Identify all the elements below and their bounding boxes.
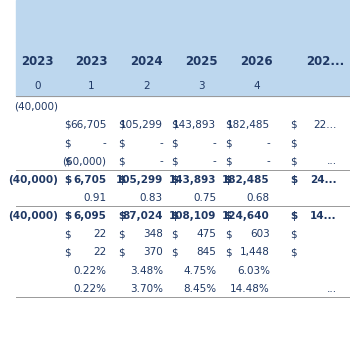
Text: $: $ [64,120,71,130]
Text: 8.45%: 8.45% [183,284,216,294]
Text: 0.91: 0.91 [83,193,106,203]
Text: $: $ [225,211,232,221]
Text: $: $ [118,247,125,257]
Text: $: $ [118,156,125,166]
Text: 1,448: 1,448 [240,247,270,257]
Text: 6.03%: 6.03% [237,266,270,275]
Text: $: $ [64,211,72,221]
Text: 4: 4 [253,81,260,91]
Text: 143,893: 143,893 [173,120,216,130]
Text: 108,109: 108,109 [169,211,216,221]
Text: -: - [159,138,163,148]
Text: 3.70%: 3.70% [130,284,163,294]
Text: $: $ [290,138,296,148]
Text: $: $ [171,175,178,184]
Text: -: - [213,138,216,148]
Text: $: $ [171,229,178,239]
Text: -: - [213,156,216,166]
Text: 105,299: 105,299 [120,120,163,130]
Text: $: $ [290,229,296,239]
Text: $: $ [171,120,178,130]
Text: (60,000): (60,000) [62,156,106,166]
Text: 6,705: 6,705 [73,175,106,184]
Text: (40,000): (40,000) [8,175,58,184]
Text: 66,705: 66,705 [70,120,106,130]
Text: 2023: 2023 [75,55,107,68]
Text: $: $ [290,175,297,184]
Text: $: $ [171,156,178,166]
Text: 202...: 202... [306,55,344,68]
Text: $: $ [290,156,296,166]
Text: $: $ [64,138,71,148]
Text: 3: 3 [198,81,205,91]
Text: 14.48%: 14.48% [230,284,270,294]
Text: 143,893: 143,893 [169,175,216,184]
Text: 475: 475 [196,229,216,239]
Text: 2026: 2026 [240,55,273,68]
Text: 22: 22 [93,247,106,257]
Text: 0.75: 0.75 [193,193,216,203]
Text: 105,299: 105,299 [116,175,163,184]
Text: $: $ [290,247,296,257]
Text: (40,000): (40,000) [14,102,58,112]
Text: 124,640: 124,640 [222,211,270,221]
Text: 603: 603 [250,229,270,239]
Text: 87,024: 87,024 [122,211,163,221]
Text: $: $ [118,175,125,184]
Text: $: $ [118,211,125,221]
Text: 348: 348 [143,229,163,239]
Text: 22...: 22... [313,120,337,130]
Text: 845: 845 [196,247,216,257]
Text: 3.48%: 3.48% [130,266,163,275]
Text: 2: 2 [143,81,149,91]
Text: $: $ [225,120,231,130]
Text: 0.22%: 0.22% [73,266,106,275]
Text: 22: 22 [93,229,106,239]
Text: 182,485: 182,485 [222,175,270,184]
Bar [16,0,350,42]
Text: $: $ [118,229,125,239]
Text: $: $ [290,120,296,130]
Text: 0.83: 0.83 [140,193,163,203]
Text: -: - [266,156,270,166]
Text: -: - [103,138,106,148]
Text: 182,485: 182,485 [227,120,270,130]
Text: $: $ [171,211,178,221]
Text: $: $ [225,247,231,257]
Text: 1: 1 [88,81,94,91]
Text: $: $ [225,229,231,239]
Text: 6,095: 6,095 [73,211,106,221]
Text: $: $ [64,229,71,239]
Text: -: - [266,138,270,148]
Text: 2024: 2024 [130,55,162,68]
Text: $: $ [64,247,71,257]
Text: $: $ [118,138,125,148]
Text: 4.75%: 4.75% [183,266,216,275]
Text: 24...: 24... [310,175,337,184]
Text: $: $ [290,211,297,221]
Text: $: $ [118,120,125,130]
Text: $: $ [64,156,71,166]
Text: 2023: 2023 [21,55,54,68]
Text: 0.68: 0.68 [247,193,270,203]
Text: $: $ [171,247,178,257]
Text: $: $ [225,138,231,148]
Text: 370: 370 [143,247,163,257]
Text: ...: ... [327,284,337,294]
Text: ...: ... [327,156,337,166]
Text: 14...: 14... [310,211,337,221]
Text: $: $ [64,175,72,184]
Bar [16,42,350,96]
Text: -: - [159,156,163,166]
Text: 0.22%: 0.22% [73,284,106,294]
Text: 2025: 2025 [185,55,218,68]
Text: (40,000): (40,000) [8,211,58,221]
Text: 0: 0 [34,81,41,91]
Text: $: $ [225,175,232,184]
Text: $: $ [171,138,178,148]
Text: $: $ [225,156,231,166]
